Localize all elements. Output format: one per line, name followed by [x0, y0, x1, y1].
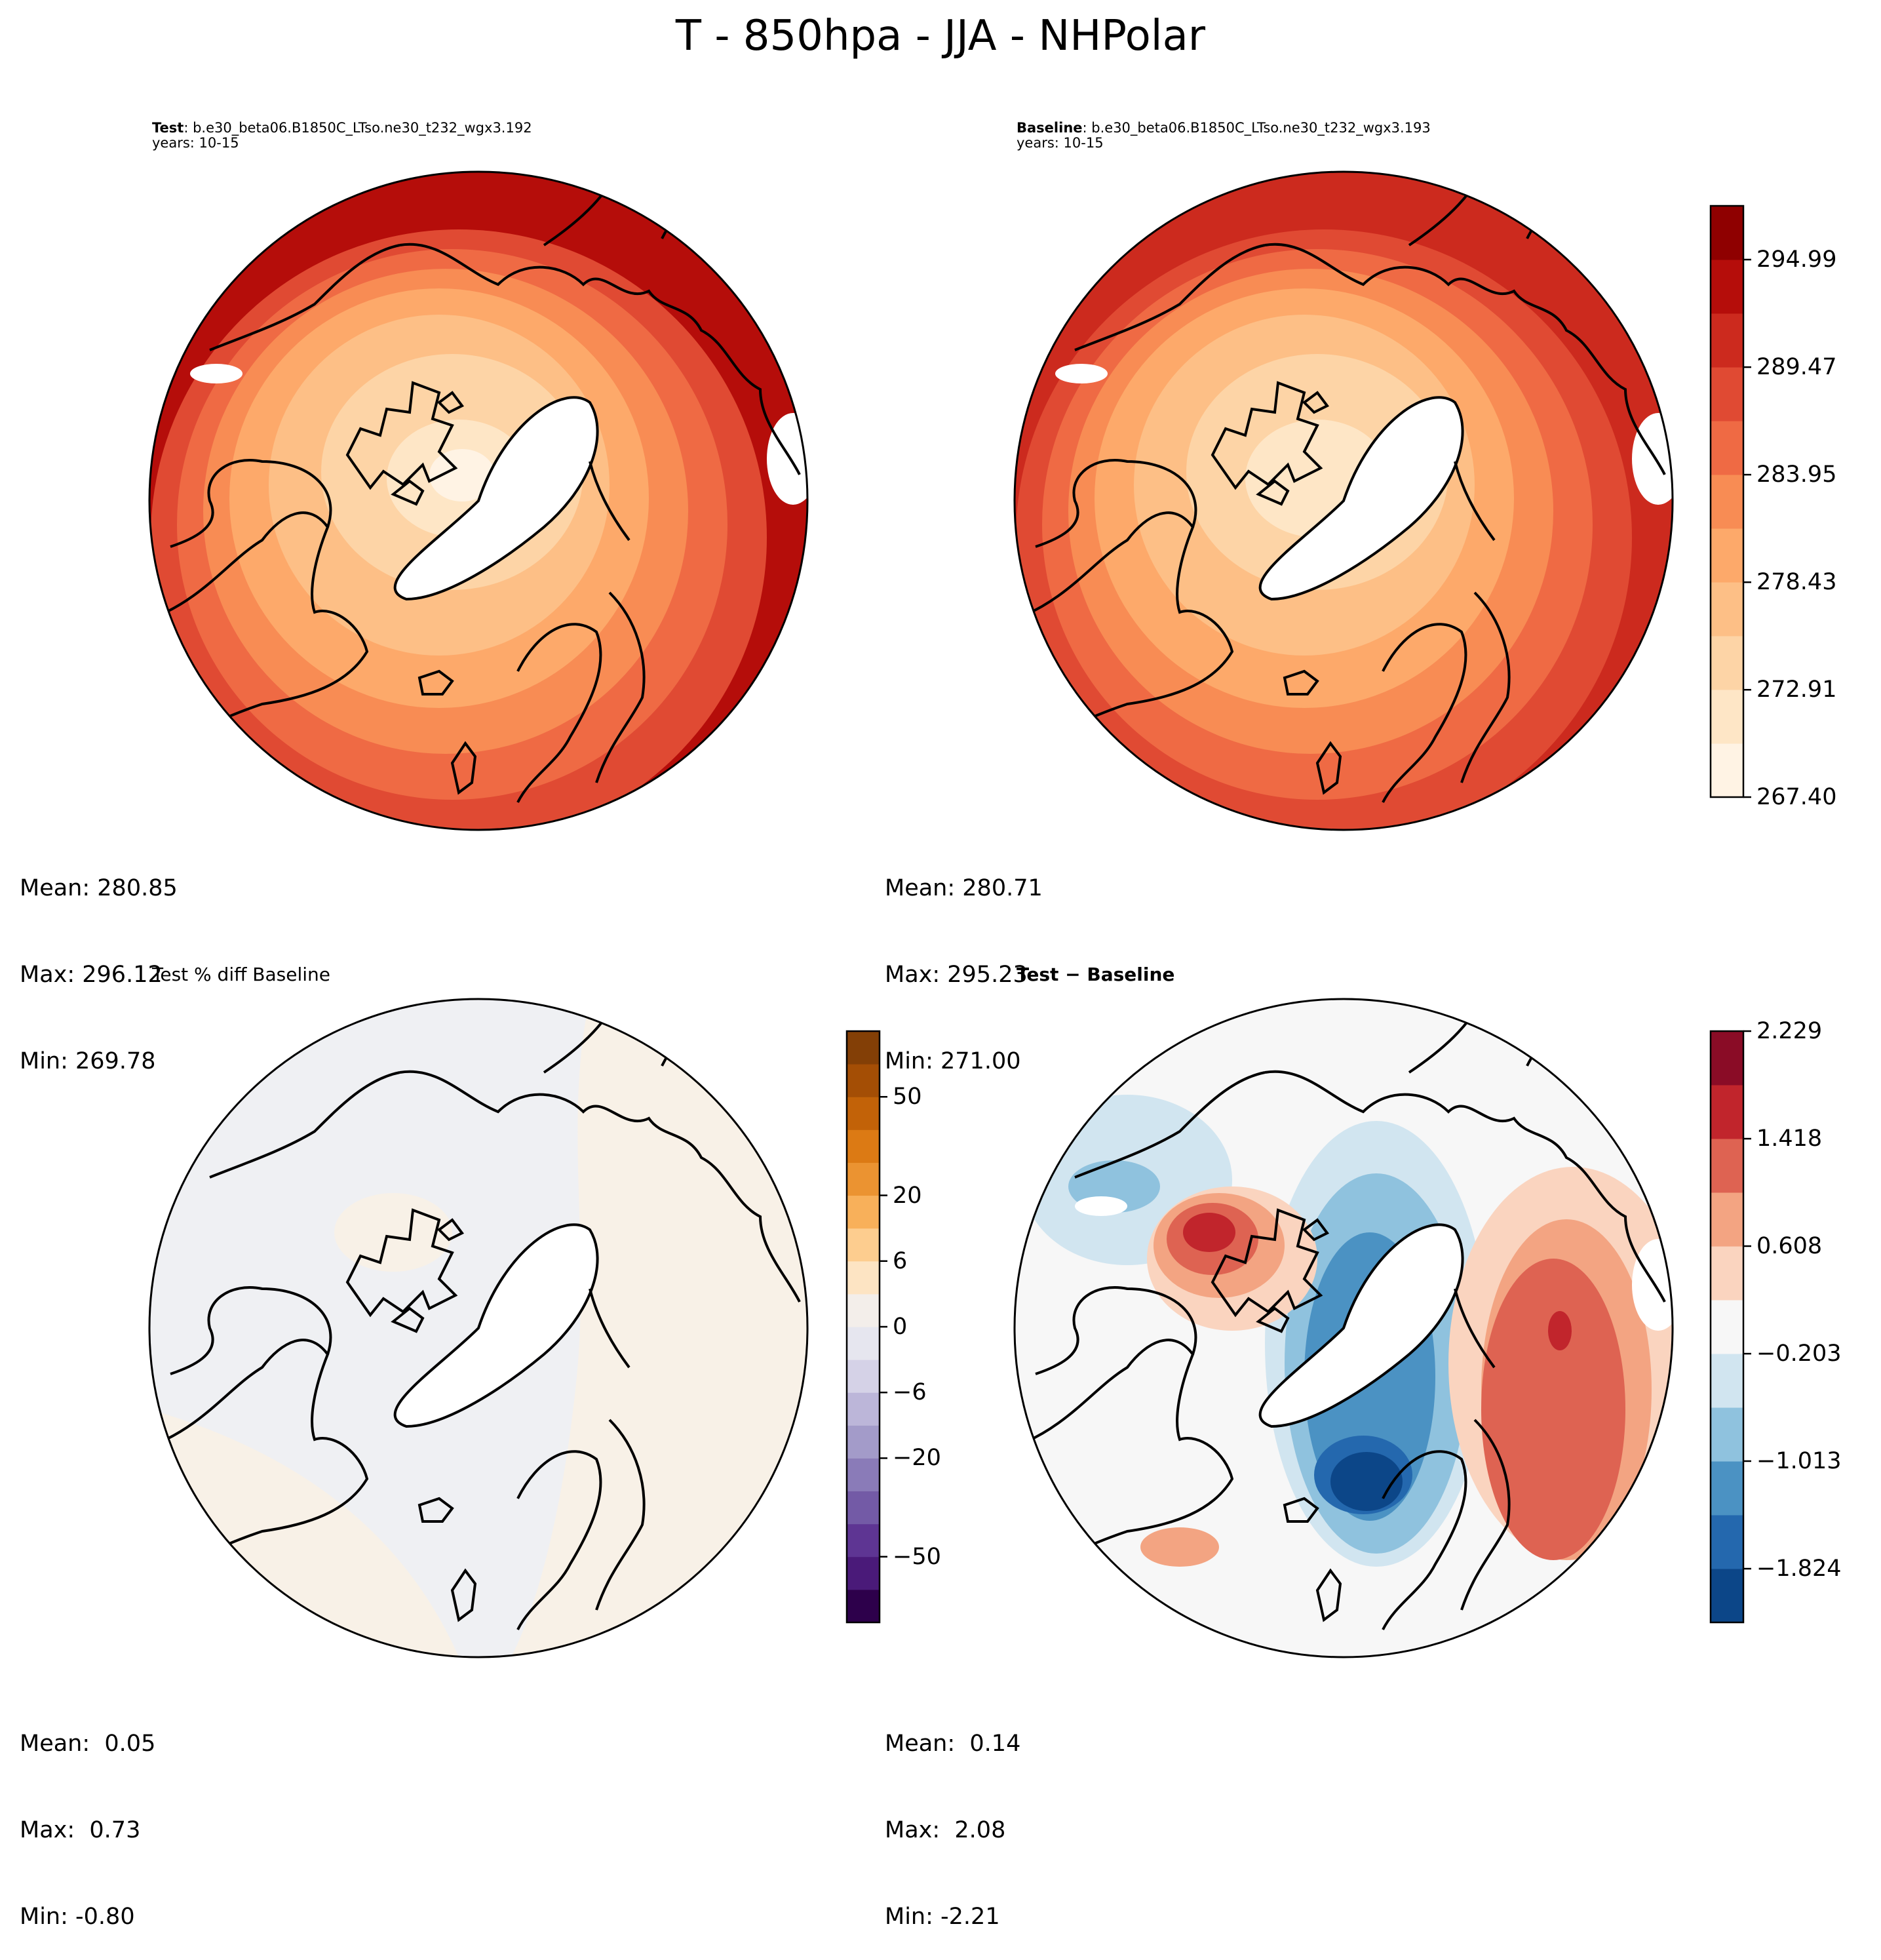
- colorbar-tick-label: 20: [893, 1182, 922, 1209]
- test-map: [149, 172, 807, 830]
- figure-title: T - 850hpa - JJA - NHPolar: [675, 12, 1206, 60]
- colorbar-tick-label: 2.229: [1756, 1018, 1823, 1044]
- colorbar-segment: [1711, 260, 1743, 314]
- colorbar-segment: [847, 1097, 880, 1130]
- colorbar-segment: [847, 1425, 880, 1459]
- colorbar-segment: [1711, 1515, 1743, 1569]
- colorbar-segment: [847, 1129, 880, 1163]
- colorbar-segment: [847, 1195, 880, 1229]
- colorbar-segment: [847, 1162, 880, 1196]
- baseline-stats: Mean: 280.71 Max: 295.23 Min: 271.00: [885, 816, 1043, 1105]
- colorbar-segment: [1711, 582, 1743, 637]
- diff-panel-title: Test − Baseline: [1017, 964, 1175, 985]
- colorbar-border: [1709, 1030, 1745, 1624]
- figure-canvas: [148, 170, 1751, 1658]
- colorbar-segment: [1711, 1569, 1743, 1623]
- colorbar-segment: [847, 1589, 880, 1623]
- colorbar-segment: [847, 1228, 880, 1262]
- colorbar-segment: [1711, 636, 1743, 690]
- colorbar-border: [1709, 205, 1745, 798]
- test-map-border: [148, 170, 809, 831]
- colorbar-segment: [1711, 1461, 1743, 1516]
- test-stats: Mean: 280.85 Max: 296.12 Min: 269.78: [20, 816, 178, 1105]
- colorbar-segment: [847, 1064, 880, 1097]
- test-title-case: : b.e30_beta06.B1850C_LTso.ne30_t232_wgx…: [184, 120, 532, 136]
- baseline-years: years: 10-15: [1017, 135, 1104, 151]
- colorbar-segment: [1711, 690, 1743, 744]
- colorbar-segment: [1711, 1085, 1743, 1139]
- diff-colorbar: [1709, 1030, 1751, 1624]
- colorbar-tick-label: 267.40: [1756, 784, 1837, 810]
- baseline-mean: Mean: 280.71: [885, 875, 1043, 901]
- colorbar-segment: [1711, 1246, 1743, 1301]
- colorbar-segment: [1711, 528, 1743, 583]
- colorbar-segment: [1711, 475, 1743, 529]
- colorbar-tick-label: −20: [893, 1445, 941, 1472]
- baseline-min: Min: 271.00: [885, 1048, 1021, 1074]
- temperature-colorbar: [1709, 205, 1751, 798]
- diff-min: Min: -2.21: [885, 1904, 1000, 1930]
- pctdiff-max: Max: 0.73: [20, 1817, 141, 1843]
- colorbar-segment: [847, 1031, 880, 1065]
- colorbar-tick-label: 289.47: [1756, 354, 1837, 381]
- colorbar-tick-label: −1.013: [1756, 1447, 1842, 1474]
- colorbar-segment: [1711, 1354, 1743, 1408]
- colorbar-segment: [1711, 1139, 1743, 1193]
- colorbar-segment: [1711, 313, 1743, 368]
- baseline-map-border: [1013, 170, 1674, 831]
- colorbar-segment: [1711, 1300, 1743, 1354]
- colorbar-tick-label: 6: [893, 1247, 908, 1274]
- colorbar-segment: [847, 1360, 880, 1393]
- diff-map-border: [1013, 998, 1674, 1658]
- colorbar-segment: [847, 1491, 880, 1525]
- colorbar-tick-label: 278.43: [1756, 569, 1837, 596]
- colorbar-tick-label: 283.95: [1756, 461, 1837, 488]
- test-min: Min: 269.78: [20, 1048, 156, 1074]
- colorbar-segment: [1711, 1031, 1743, 1086]
- colorbar-segment: [847, 1523, 880, 1558]
- colorbar-tick-label: 0: [893, 1314, 908, 1340]
- baseline-title-bold: Baseline: [1017, 120, 1083, 136]
- colorbar-tick-label: −0.203: [1756, 1341, 1842, 1367]
- pctdiff-min: Min: -0.80: [20, 1904, 135, 1930]
- diff-map: [1015, 999, 1673, 1657]
- pctdiff-map-border: [148, 998, 809, 1658]
- test-title-bold: Test: [152, 120, 184, 136]
- colorbar-segment: [1711, 367, 1743, 421]
- colorbar-tick-label: 272.91: [1756, 676, 1837, 703]
- baseline-title-case: : b.e30_beta06.B1850C_LTso.ne30_t232_wgx…: [1082, 120, 1431, 136]
- colorbar-tick-label: 294.99: [1756, 246, 1837, 273]
- colorbar-tick-label: 50: [893, 1084, 922, 1110]
- colorbar-segment: [1711, 1192, 1743, 1247]
- colorbar-segment: [1711, 1407, 1743, 1462]
- colorbar-segment: [847, 1392, 880, 1426]
- pctdiff-map: [149, 999, 807, 1657]
- colorbar-tick-label: −1.824: [1756, 1556, 1842, 1582]
- colorbar-segment: [1711, 206, 1743, 260]
- colorbar-segment: [847, 1293, 880, 1327]
- colorbar-tick-label: −50: [893, 1543, 941, 1570]
- baseline-map: [1015, 172, 1673, 830]
- colorbar-tick-label: −6: [893, 1379, 927, 1406]
- baseline-max: Max: 295.23: [885, 962, 1028, 988]
- pctdiff-colorbar: [845, 1030, 887, 1624]
- test-panel-title: Test: b.e30_beta06.B1850C_LTso.ne30_t232…: [152, 121, 532, 151]
- colorbar-segment: [847, 1327, 880, 1360]
- colorbar-tick-label: 1.418: [1756, 1126, 1823, 1152]
- colorbar-segment: [847, 1458, 880, 1492]
- colorbar-segment: [847, 1556, 880, 1590]
- test-years: years: 10-15: [152, 135, 239, 151]
- colorbar-segment: [1711, 421, 1743, 475]
- colorbar-segment: [1711, 743, 1743, 798]
- colorbar-tick-label: 0.608: [1756, 1232, 1823, 1259]
- test-mean: Mean: 280.85: [20, 875, 178, 901]
- diff-max: Max: 2.08: [885, 1817, 1006, 1843]
- pctdiff-panel-title: Test % diff Baseline: [152, 964, 331, 985]
- test-max: Max: 296.12: [20, 962, 163, 988]
- colorbar-segment: [847, 1261, 880, 1295]
- baseline-panel-title: Baseline: b.e30_beta06.B1850C_LTso.ne30_…: [1017, 121, 1431, 151]
